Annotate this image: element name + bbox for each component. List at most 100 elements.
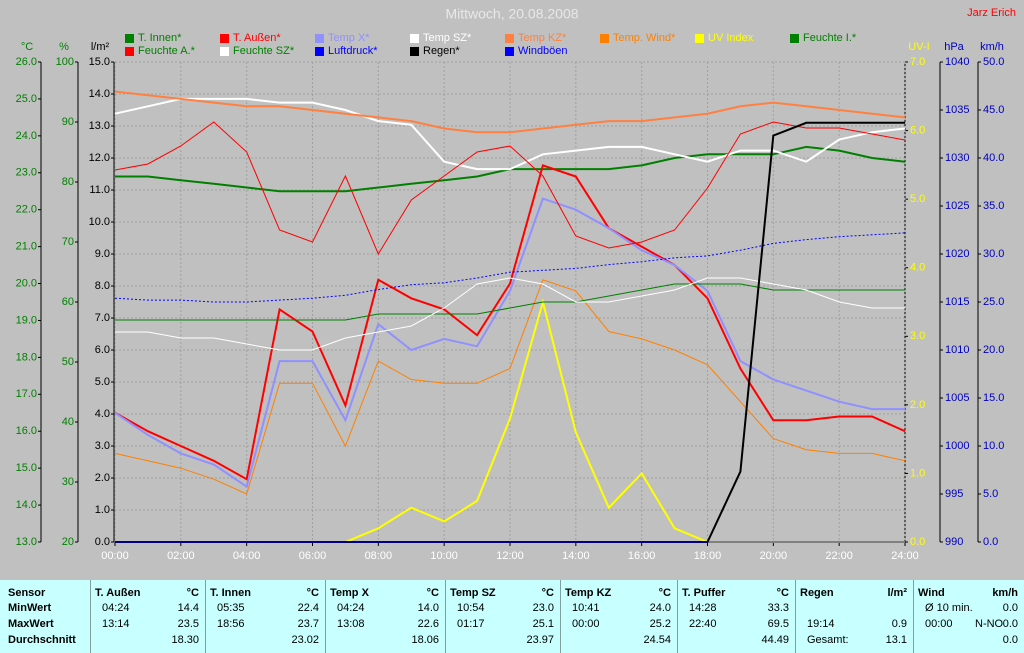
column-separator — [90, 580, 91, 653]
y-tick-label: 1035 — [945, 104, 969, 116]
cell-time: 10:41 — [572, 602, 600, 614]
column-name: Regen — [800, 587, 834, 599]
y-tick-label: 25.0 — [16, 93, 37, 105]
series-line — [114, 197, 905, 489]
legend-swatch — [315, 47, 324, 56]
cell-time: 13:14 — [102, 618, 130, 630]
author: Jarz Erich — [967, 7, 1016, 19]
y-tick-label: 15.0 — [89, 56, 110, 68]
y-tick-label: 23.0 — [16, 167, 37, 179]
axis-title: % — [59, 41, 69, 53]
y-tick-label: 45.0 — [983, 104, 1004, 116]
y-tick-label: 1020 — [945, 248, 969, 260]
legend-label: T. Innen* — [138, 32, 182, 44]
y-tick-label: 15.0 — [983, 392, 1004, 404]
y-tick-label: 1005 — [945, 392, 969, 404]
column-separator — [913, 580, 914, 653]
legend-label: Temp SZ* — [423, 32, 472, 44]
y-tick-label: 13.0 — [89, 120, 110, 132]
y-tick-label: 25.0 — [983, 296, 1004, 308]
axis-title: hPa — [944, 41, 964, 53]
cell-value: 24.54 — [643, 634, 671, 646]
x-tick-label: 22:00 — [825, 550, 853, 562]
y-tick-label: 20 — [62, 536, 74, 548]
y-tick-label: 1000 — [945, 440, 969, 452]
legend-swatch — [600, 34, 609, 43]
series-line — [114, 279, 906, 495]
y-tick-label: 14.0 — [89, 88, 110, 100]
y-tick-label: 15.0 — [16, 462, 37, 474]
cell-value: 18.30 — [171, 634, 199, 646]
y-tick-label: 20.0 — [16, 277, 37, 289]
x-tick-label: 18:00 — [694, 550, 722, 562]
y-tick-label: 5.0 — [983, 488, 998, 500]
y-tick-label: 21.0 — [16, 241, 37, 253]
cell-value: 44.49 — [761, 634, 789, 646]
y-tick-label: 7.0 — [95, 312, 110, 324]
x-tick-label: 12:00 — [496, 550, 524, 562]
axis-title: l/m² — [91, 41, 110, 53]
column-separator — [795, 580, 796, 653]
column-unit: °C — [426, 587, 439, 599]
column-separator — [560, 580, 561, 653]
column-name: Temp SZ — [450, 587, 496, 599]
legend-swatch — [790, 34, 799, 43]
legend-label: UV Index — [708, 32, 754, 44]
y-tick-label: 24.0 — [16, 130, 37, 142]
y-tick-label: 26.0 — [16, 56, 37, 68]
y-tick-label: 12.0 — [89, 152, 110, 164]
y-tick-label: 14.0 — [16, 499, 37, 511]
cell-value: 14.4 — [177, 602, 199, 614]
y-tick-label: 100 — [56, 56, 74, 68]
x-tick-label: 00:00 — [101, 550, 129, 562]
cell-time: 14:28 — [689, 602, 717, 614]
column-unit: °C — [306, 587, 319, 599]
y-tick-label: 8.0 — [95, 280, 110, 292]
legend-swatch — [125, 47, 134, 56]
y-tick-label: 10.0 — [983, 440, 1004, 452]
y-tick-label: 4.0 — [910, 262, 925, 274]
chart-title: Mittwoch, 20.08.2008 — [445, 6, 578, 22]
cell-value: 23.02 — [291, 634, 319, 646]
column-name: Wind — [918, 587, 945, 599]
y-tick-label: 50.0 — [983, 56, 1004, 68]
cell-value: 0.0 — [1002, 602, 1018, 614]
cell-time: 22:40 — [689, 618, 717, 630]
legend-swatch — [315, 34, 324, 43]
y-tick-label: 40 — [62, 416, 74, 428]
y-tick-label: 995 — [945, 488, 963, 500]
x-tick-label: 24:00 — [891, 550, 919, 562]
cell-value: 69.5 — [767, 618, 789, 630]
series-line — [115, 277, 905, 351]
legend-label: Luftdruck* — [328, 45, 378, 57]
column-unit: l/m² — [887, 587, 907, 599]
legend-label: T. Außen* — [233, 32, 281, 44]
legend-label: Temp X* — [328, 32, 370, 44]
y-tick-label: 13.0 — [16, 536, 37, 548]
cell-value: 23.0 — [532, 602, 554, 614]
series-line — [114, 164, 906, 481]
cell-value: 23.5 — [177, 618, 199, 630]
y-tick-label: 1015 — [945, 296, 969, 308]
legend-label: Temp KZ* — [518, 32, 567, 44]
legend-label: Feuchte A.* — [138, 45, 196, 57]
y-tick-label: 50 — [62, 356, 74, 368]
cell-value: 23.7 — [297, 618, 319, 630]
y-tick-label: 40.0 — [983, 152, 1004, 164]
column-unit: °C — [658, 587, 671, 599]
cell-time: 10:54 — [457, 602, 485, 614]
row-label: Durchschnitt — [8, 634, 76, 646]
column-name: Temp X — [330, 587, 369, 599]
x-tick-label: 08:00 — [365, 550, 393, 562]
y-tick-label: 18.0 — [16, 351, 37, 363]
y-tick-label: 60 — [62, 296, 74, 308]
cell-value: 0.0 — [1002, 634, 1018, 646]
cell-value: 22.6 — [417, 618, 439, 630]
y-tick-label: 1040 — [945, 56, 969, 68]
legend-label: Regen* — [423, 45, 460, 57]
legend-swatch — [505, 47, 514, 56]
y-tick-label: 16.0 — [16, 425, 37, 437]
y-tick-label: 3.0 — [95, 440, 110, 452]
cell-value: 33.3 — [767, 602, 789, 614]
